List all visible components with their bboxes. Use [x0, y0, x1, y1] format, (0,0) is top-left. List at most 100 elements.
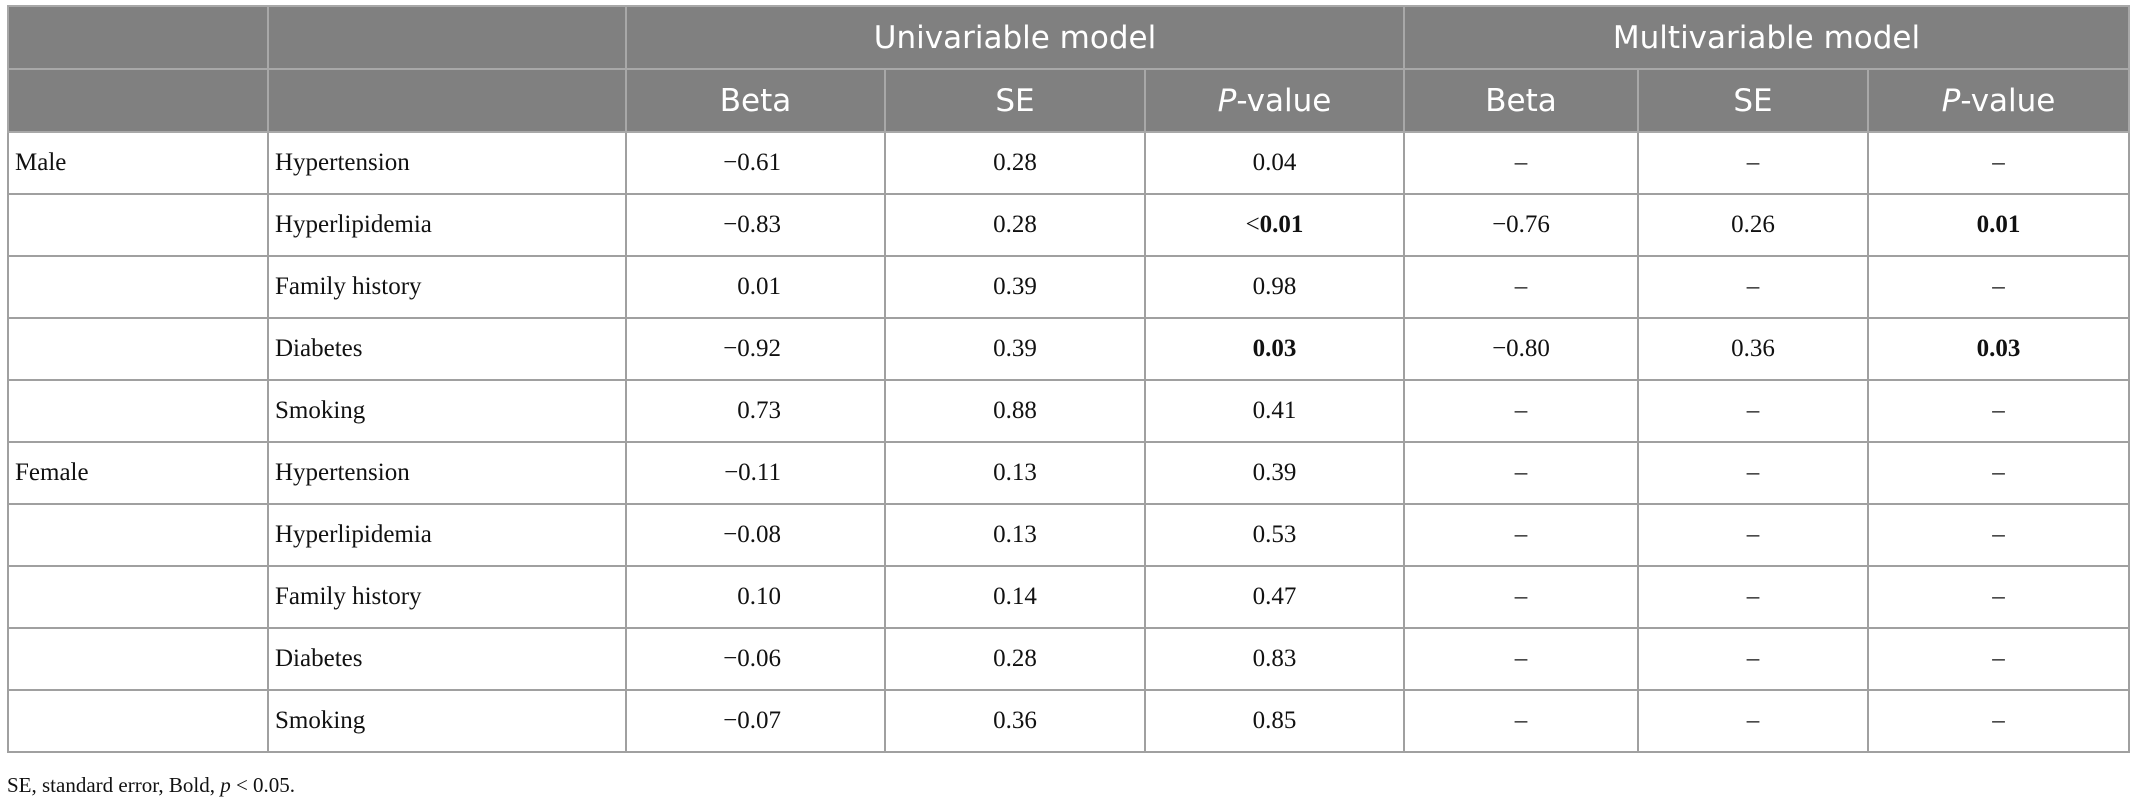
value-cell: −0.83 [625, 193, 886, 257]
header-row: Beta SE P-value Beta SE P-value [7, 68, 2131, 133]
variable-cell: Family history [267, 255, 627, 319]
data-row: Male Hypertension −0.61 0.28 0.04– – – [7, 131, 2131, 195]
value-cell: 0.03 [1144, 317, 1405, 381]
value-cell: −0.76 [1403, 193, 1639, 257]
value-cell: 0.98 [1144, 255, 1405, 319]
footnote-rest: < 0.05. [235, 773, 296, 797]
data-row: Diabetes −0.92 0.39 0.03 −0.80 0.36 0.03 [7, 317, 2131, 381]
bold-text: 0.03 [1976, 335, 2021, 362]
value-cell: 0.47 [1144, 565, 1405, 629]
group-cell [7, 627, 269, 691]
column-header: Beta [1403, 68, 1639, 133]
data-row: Family history 0.10 0.14 0.47– – – [7, 565, 2131, 629]
value-cell: 0.28 [884, 131, 1146, 195]
value-cell: 0.36 [1637, 317, 1869, 381]
group-cell [7, 503, 269, 567]
value-cell: – [1637, 503, 1869, 567]
value-cell: −0.80 [1403, 317, 1639, 381]
variable-cell: Hypertension [267, 131, 627, 195]
value-cell: – [1866, 255, 2131, 319]
value-cell: 0.26 [1637, 193, 1869, 257]
value-cell: – [1403, 131, 1639, 195]
value-cell: 0.53 [1144, 503, 1405, 567]
cell-text: -value [1236, 82, 1332, 119]
footnote-italic: p [220, 773, 231, 797]
value-cell: – [1866, 565, 2131, 629]
value-cell: 0.85 [1144, 689, 1405, 753]
value-cell: −0.92 [625, 317, 886, 381]
data-row: Diabetes −0.06 0.28 0.83– – – [7, 627, 2131, 691]
value-cell: – [1637, 689, 1869, 753]
value-cell: 0.39 [1144, 441, 1405, 505]
data-row: Smoking −0.07 0.36 0.85– – – [7, 689, 2131, 753]
header-cell [7, 68, 269, 133]
value-cell: 0.28 [884, 193, 1146, 257]
value-cell: – [1403, 565, 1639, 629]
table-head: Univariable model Multivariable model Beta… [7, 5, 2131, 133]
value-cell: – [1866, 689, 2131, 753]
variable-cell: Smoking [267, 379, 627, 443]
header-cell [267, 68, 627, 133]
value-cell: – [1637, 627, 1869, 691]
header-row: Univariable model Multivariable model [7, 5, 2131, 70]
value-cell: 0.39 [884, 317, 1146, 381]
variable-cell: Smoking [267, 689, 627, 753]
value-cell: 0.13 [884, 441, 1146, 505]
value-cell: – [1866, 503, 2131, 567]
group-header: Univariable model [625, 5, 1405, 70]
value-cell: – [1403, 503, 1639, 567]
variable-cell: Hyperlipidemia [267, 503, 627, 567]
table-wrap: Univariable model Multivariable model Beta… [7, 5, 2131, 753]
variable-cell: Diabetes [267, 317, 627, 381]
data-row: Family history 0.01 0.39 0.98– – – [7, 255, 2131, 319]
value-cell: – [1403, 689, 1639, 753]
value-cell: −0.08 [625, 503, 886, 567]
table: Univariable model Multivariable model Beta… [7, 5, 2131, 753]
bold-text: 0.01 [1259, 211, 1304, 238]
column-header: SE [884, 68, 1146, 133]
group-cell [7, 193, 269, 257]
value-cell: – [1403, 379, 1639, 443]
data-row: Female Hypertension −0.11 0.13 0.39– – – [7, 441, 2131, 505]
group-cell [7, 317, 269, 381]
group-header: Multivariable model [1402, 5, 2131, 70]
footnote-text: SE, standard error, Bold, [7, 773, 215, 797]
data-row: Smoking 0.73 0.88 0.41– – – [7, 379, 2131, 443]
variable-cell: Hyperlipidemia [267, 193, 627, 257]
value-cell: 0.39 [884, 255, 1146, 319]
header-cell [7, 5, 269, 70]
value-cell: 0.13 [884, 503, 1146, 567]
value-cell: 0.83 [1144, 627, 1405, 691]
value-cell: – [1866, 441, 2131, 505]
value-cell: −0.11 [625, 441, 886, 505]
value-cell: 0.10 [625, 565, 886, 629]
italic-text: P [1217, 82, 1237, 119]
group-cell [7, 689, 269, 753]
variable-cell: Diabetes [267, 627, 627, 691]
value-cell: −0.61 [625, 131, 886, 195]
value-cell: – [1637, 441, 1869, 505]
bold-text: 0.03 [1252, 335, 1297, 362]
value-cell: 0.01 [1866, 193, 2131, 257]
column-header: Beta [625, 68, 886, 133]
value-cell: 0.03 [1866, 317, 2131, 381]
cell-text: -value [1960, 82, 2056, 119]
bold-text: 0.01 [1976, 211, 2021, 238]
group-cell [7, 379, 269, 443]
group-cell [7, 565, 269, 629]
value-cell: – [1637, 131, 1869, 195]
column-header: P-value [1144, 68, 1405, 133]
value-cell: 0.41 [1144, 379, 1405, 443]
value-cell: – [1403, 255, 1639, 319]
header-cell [267, 5, 627, 70]
value-cell: – [1866, 627, 2131, 691]
footnote: SE, standard error, Bold, p < 0.05. [7, 773, 295, 798]
value-cell: – [1637, 565, 1869, 629]
value-cell: – [1637, 255, 1869, 319]
value-cell: – [1866, 131, 2131, 195]
italic-text: P [1941, 82, 1961, 119]
column-header: SE [1637, 68, 1869, 133]
value-cell: <0.01 [1144, 193, 1405, 257]
group-cell: Female [7, 441, 269, 505]
